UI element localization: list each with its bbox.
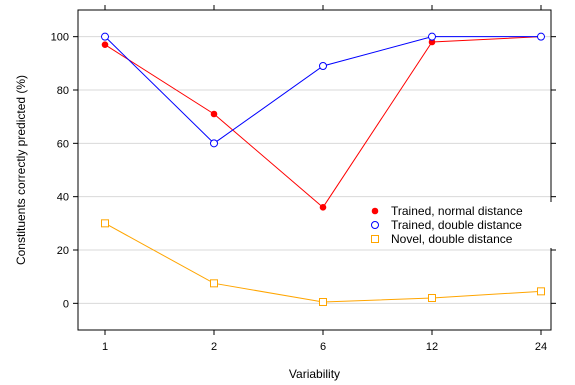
legend-label: Novel, double distance [391, 232, 513, 246]
y-tick-label: 20 [57, 245, 69, 257]
legend-box [362, 202, 556, 248]
y-tick-label: 40 [57, 192, 69, 204]
gridlines [78, 36, 551, 304]
data-point [537, 287, 545, 296]
y-axis-label: Constituents correctly predicted (%) [14, 75, 28, 265]
x-tick-label: 2 [211, 341, 217, 353]
y-tick-label: 0 [63, 298, 69, 310]
x-tick-label: 1 [102, 341, 108, 353]
x-tick-label: 24 [535, 341, 547, 353]
x-axis-label: Variability [289, 367, 340, 381]
data-point [210, 139, 218, 148]
series-2 [101, 32, 545, 148]
x-tick-label: 6 [320, 341, 326, 353]
data-point [428, 32, 436, 41]
series-1 [101, 33, 545, 211]
data-point [101, 41, 109, 48]
data-point [101, 219, 109, 228]
legend-label: Trained, normal distance [391, 204, 523, 218]
data-point [210, 279, 218, 288]
data-point [371, 207, 379, 215]
x-tick-label: 12 [426, 341, 438, 353]
data-point [101, 32, 109, 41]
data-point [371, 235, 379, 243]
y-tick-label: 100 [51, 32, 69, 44]
data-point [371, 221, 379, 229]
data-point [319, 62, 327, 70]
legend-label: Trained, double distance [391, 218, 522, 232]
data-point [319, 298, 327, 306]
y-tick-label: 80 [57, 85, 69, 97]
series-3 [101, 219, 545, 306]
data-point [210, 110, 218, 118]
data-point [319, 204, 327, 211]
plot-frame [77, 9, 552, 331]
series [101, 32, 545, 306]
data-point [428, 294, 436, 302]
data-point [537, 32, 545, 41]
y-tick-label: 60 [57, 138, 69, 150]
